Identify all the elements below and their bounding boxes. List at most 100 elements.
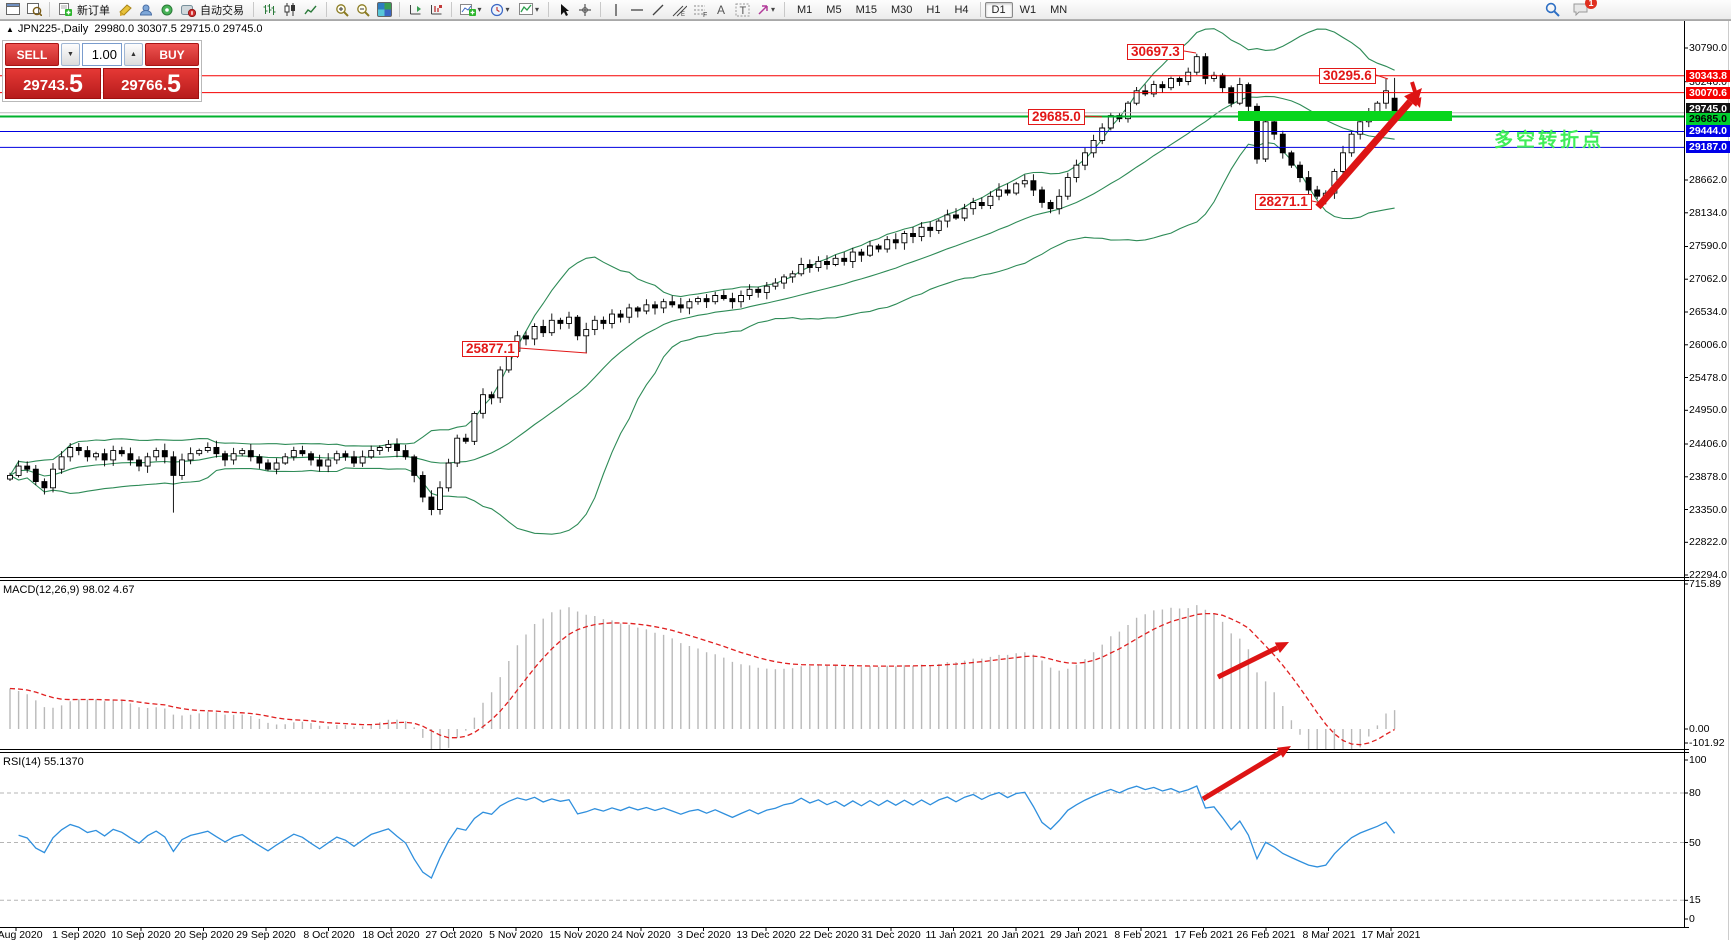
chart-shift-button[interactable] <box>426 1 446 18</box>
date-axis-label: 8 Mar 2021 <box>1302 929 1356 940</box>
indicators-button[interactable]: ▾ <box>457 1 485 18</box>
arrows-tool-button[interactable]: ▾ <box>753 1 779 18</box>
zoom-in-button[interactable] <box>332 1 352 18</box>
text-tool-button[interactable]: A <box>711 1 731 18</box>
toolbar-separator <box>784 2 785 17</box>
price-badge-29685.0: 29685.0 <box>1686 113 1730 125</box>
annotation-price-label[interactable]: 25877.1 <box>462 341 519 357</box>
date-axis-label: 26 Feb 2021 <box>1236 929 1296 940</box>
timeframe-button-w1[interactable]: W1 <box>1019 3 1037 16</box>
line-chart-mode-icon[interactable] <box>301 1 321 18</box>
timeframe-button-m15[interactable]: M15 <box>855 3 877 16</box>
annotation-connector <box>1375 74 1389 80</box>
zoom-out-button[interactable] <box>353 1 373 18</box>
auto-trading-icon[interactable] <box>178 1 198 18</box>
annotation-connector <box>1084 115 1103 118</box>
timeframe-button-d1[interactable]: D1 <box>984 1 1013 18</box>
date-axis-label: 20 Sep 2020 <box>174 929 234 940</box>
annotation-price-label[interactable]: 29685.0 <box>1028 109 1085 125</box>
trend-arrow-0 <box>1315 99 1413 210</box>
svg-text:T: T <box>739 5 746 17</box>
trend-arrow-head-2 <box>1274 642 1289 653</box>
candlestick-mode-icon[interactable] <box>280 1 300 18</box>
support-zone-band <box>1238 111 1452 121</box>
volume-increase-button[interactable]: ▲ <box>124 43 143 66</box>
fibonacci-tool-button[interactable]: F <box>690 1 710 18</box>
date-axis-label: 5 Nov 2020 <box>489 929 543 940</box>
date-axis-label: 17 Feb 2021 <box>1174 929 1234 940</box>
toolbar-separator <box>253 2 254 17</box>
candlesticks-bullish <box>7 56 1389 510</box>
svg-text:E: E <box>681 12 685 17</box>
cursor-tool-button[interactable] <box>554 1 574 18</box>
price-axis-tick-label: 24406.0 <box>1689 438 1727 450</box>
timeframe-button-m1[interactable]: M1 <box>797 3 813 16</box>
sell-button[interactable]: SELL <box>5 43 59 66</box>
chevron-down-icon: ▾ <box>477 5 482 14</box>
styler-icon[interactable] <box>115 1 135 18</box>
date-axis-label: 8 Oct 2020 <box>303 929 355 940</box>
volume-decrease-button[interactable]: ▼ <box>61 43 80 66</box>
toolbar-separator <box>979 2 981 17</box>
new-chart-button[interactable] <box>3 1 23 18</box>
profiles-button[interactable] <box>24 1 44 18</box>
macd-axis-label: 0.00 <box>1689 723 1710 735</box>
chevron-down-icon: ▾ <box>770 5 775 14</box>
auto-trading-button[interactable]: 自动交易 <box>200 4 244 17</box>
buy-price-box[interactable]: 29766. 5 <box>103 68 199 99</box>
strategy-tester-icon[interactable] <box>157 1 177 18</box>
annotation-price-label[interactable]: 30697.3 <box>1127 44 1184 60</box>
new-order-icon[interactable] <box>55 1 75 18</box>
rsi-axis-label: 50 <box>1689 837 1701 849</box>
horizontal-line-tool-button[interactable] <box>627 1 647 18</box>
timeframe-button-h4[interactable]: H4 <box>954 3 969 16</box>
new-order-button[interactable]: 新订单 <box>77 4 110 17</box>
annotation-price-label[interactable]: 28271.1 <box>1255 194 1312 210</box>
symbol-ohlc-header: ▲ JPN225-,Daily 29980.0 30307.5 29715.0 … <box>6 23 263 35</box>
date-axis-label: 11 Jan 2021 <box>925 929 983 940</box>
chevron-down-icon: ▾ <box>505 5 510 14</box>
date-axis-label: 22 Dec 2020 <box>799 929 859 940</box>
date-axis-label: 8 Feb 2021 <box>1114 929 1168 940</box>
toolbar-separator <box>451 2 452 17</box>
bollinger-middle-band <box>9 95 1395 477</box>
trend-arrow-head-3 <box>1276 746 1291 758</box>
price-badge-29745.0: 29745.0 <box>1686 103 1730 115</box>
trendline-tool-button[interactable] <box>648 1 668 18</box>
date-axis-label: 29 Jan 2021 <box>1050 929 1108 940</box>
date-axis-label: 24 Nov 2020 <box>611 929 671 940</box>
date-axis-label: 3 Dec 2020 <box>677 929 731 940</box>
text-label-tool-button[interactable]: T <box>732 1 752 18</box>
timeframe-button-mn[interactable]: MN <box>1050 3 1068 16</box>
volume-input[interactable] <box>82 43 122 66</box>
channel-tool-button[interactable]: E <box>669 1 689 18</box>
price-axis-tick-label: 28662.0 <box>1689 174 1727 186</box>
macd-axis-label: -101.92 <box>1689 737 1725 749</box>
search-button[interactable] <box>1542 1 1562 18</box>
svg-text:A: A <box>717 3 725 16</box>
timeframe-button-h1[interactable]: H1 <box>926 3 941 16</box>
toolbar-separator <box>600 2 601 17</box>
date-axis-label: 1 Sep 2020 <box>52 929 106 940</box>
timeframe-button-m30[interactable]: M30 <box>890 3 913 16</box>
market-watch-icon[interactable] <box>136 1 156 18</box>
notification-badge: 1 <box>1585 0 1597 9</box>
toolbar-separator <box>399 2 400 17</box>
notifications-button[interactable]: 1 <box>1570 0 1597 18</box>
crosshair-tool-button[interactable] <box>575 1 595 18</box>
annotation-price-label[interactable]: 30295.6 <box>1319 68 1376 84</box>
periods-button[interactable]: ▾ <box>486 1 514 18</box>
sell-price-box[interactable]: 29743. 5 <box>5 68 101 99</box>
timeframe-button-m5[interactable]: M5 <box>826 3 842 16</box>
buy-button[interactable]: BUY <box>145 43 199 66</box>
chevron-down-icon: ▾ <box>534 5 539 14</box>
tile-windows-button[interactable] <box>374 1 394 18</box>
vertical-line-tool-button[interactable] <box>606 1 626 18</box>
auto-arrange-button[interactable] <box>405 1 425 18</box>
templates-button[interactable]: ▾ <box>515 1 543 18</box>
symbol-ohlc-text: JPN225-,Daily 29980.0 30307.5 29715.0 29… <box>17 23 263 35</box>
tile-windows-icon <box>376 2 392 17</box>
bar-chart-mode-icon[interactable] <box>259 1 279 18</box>
